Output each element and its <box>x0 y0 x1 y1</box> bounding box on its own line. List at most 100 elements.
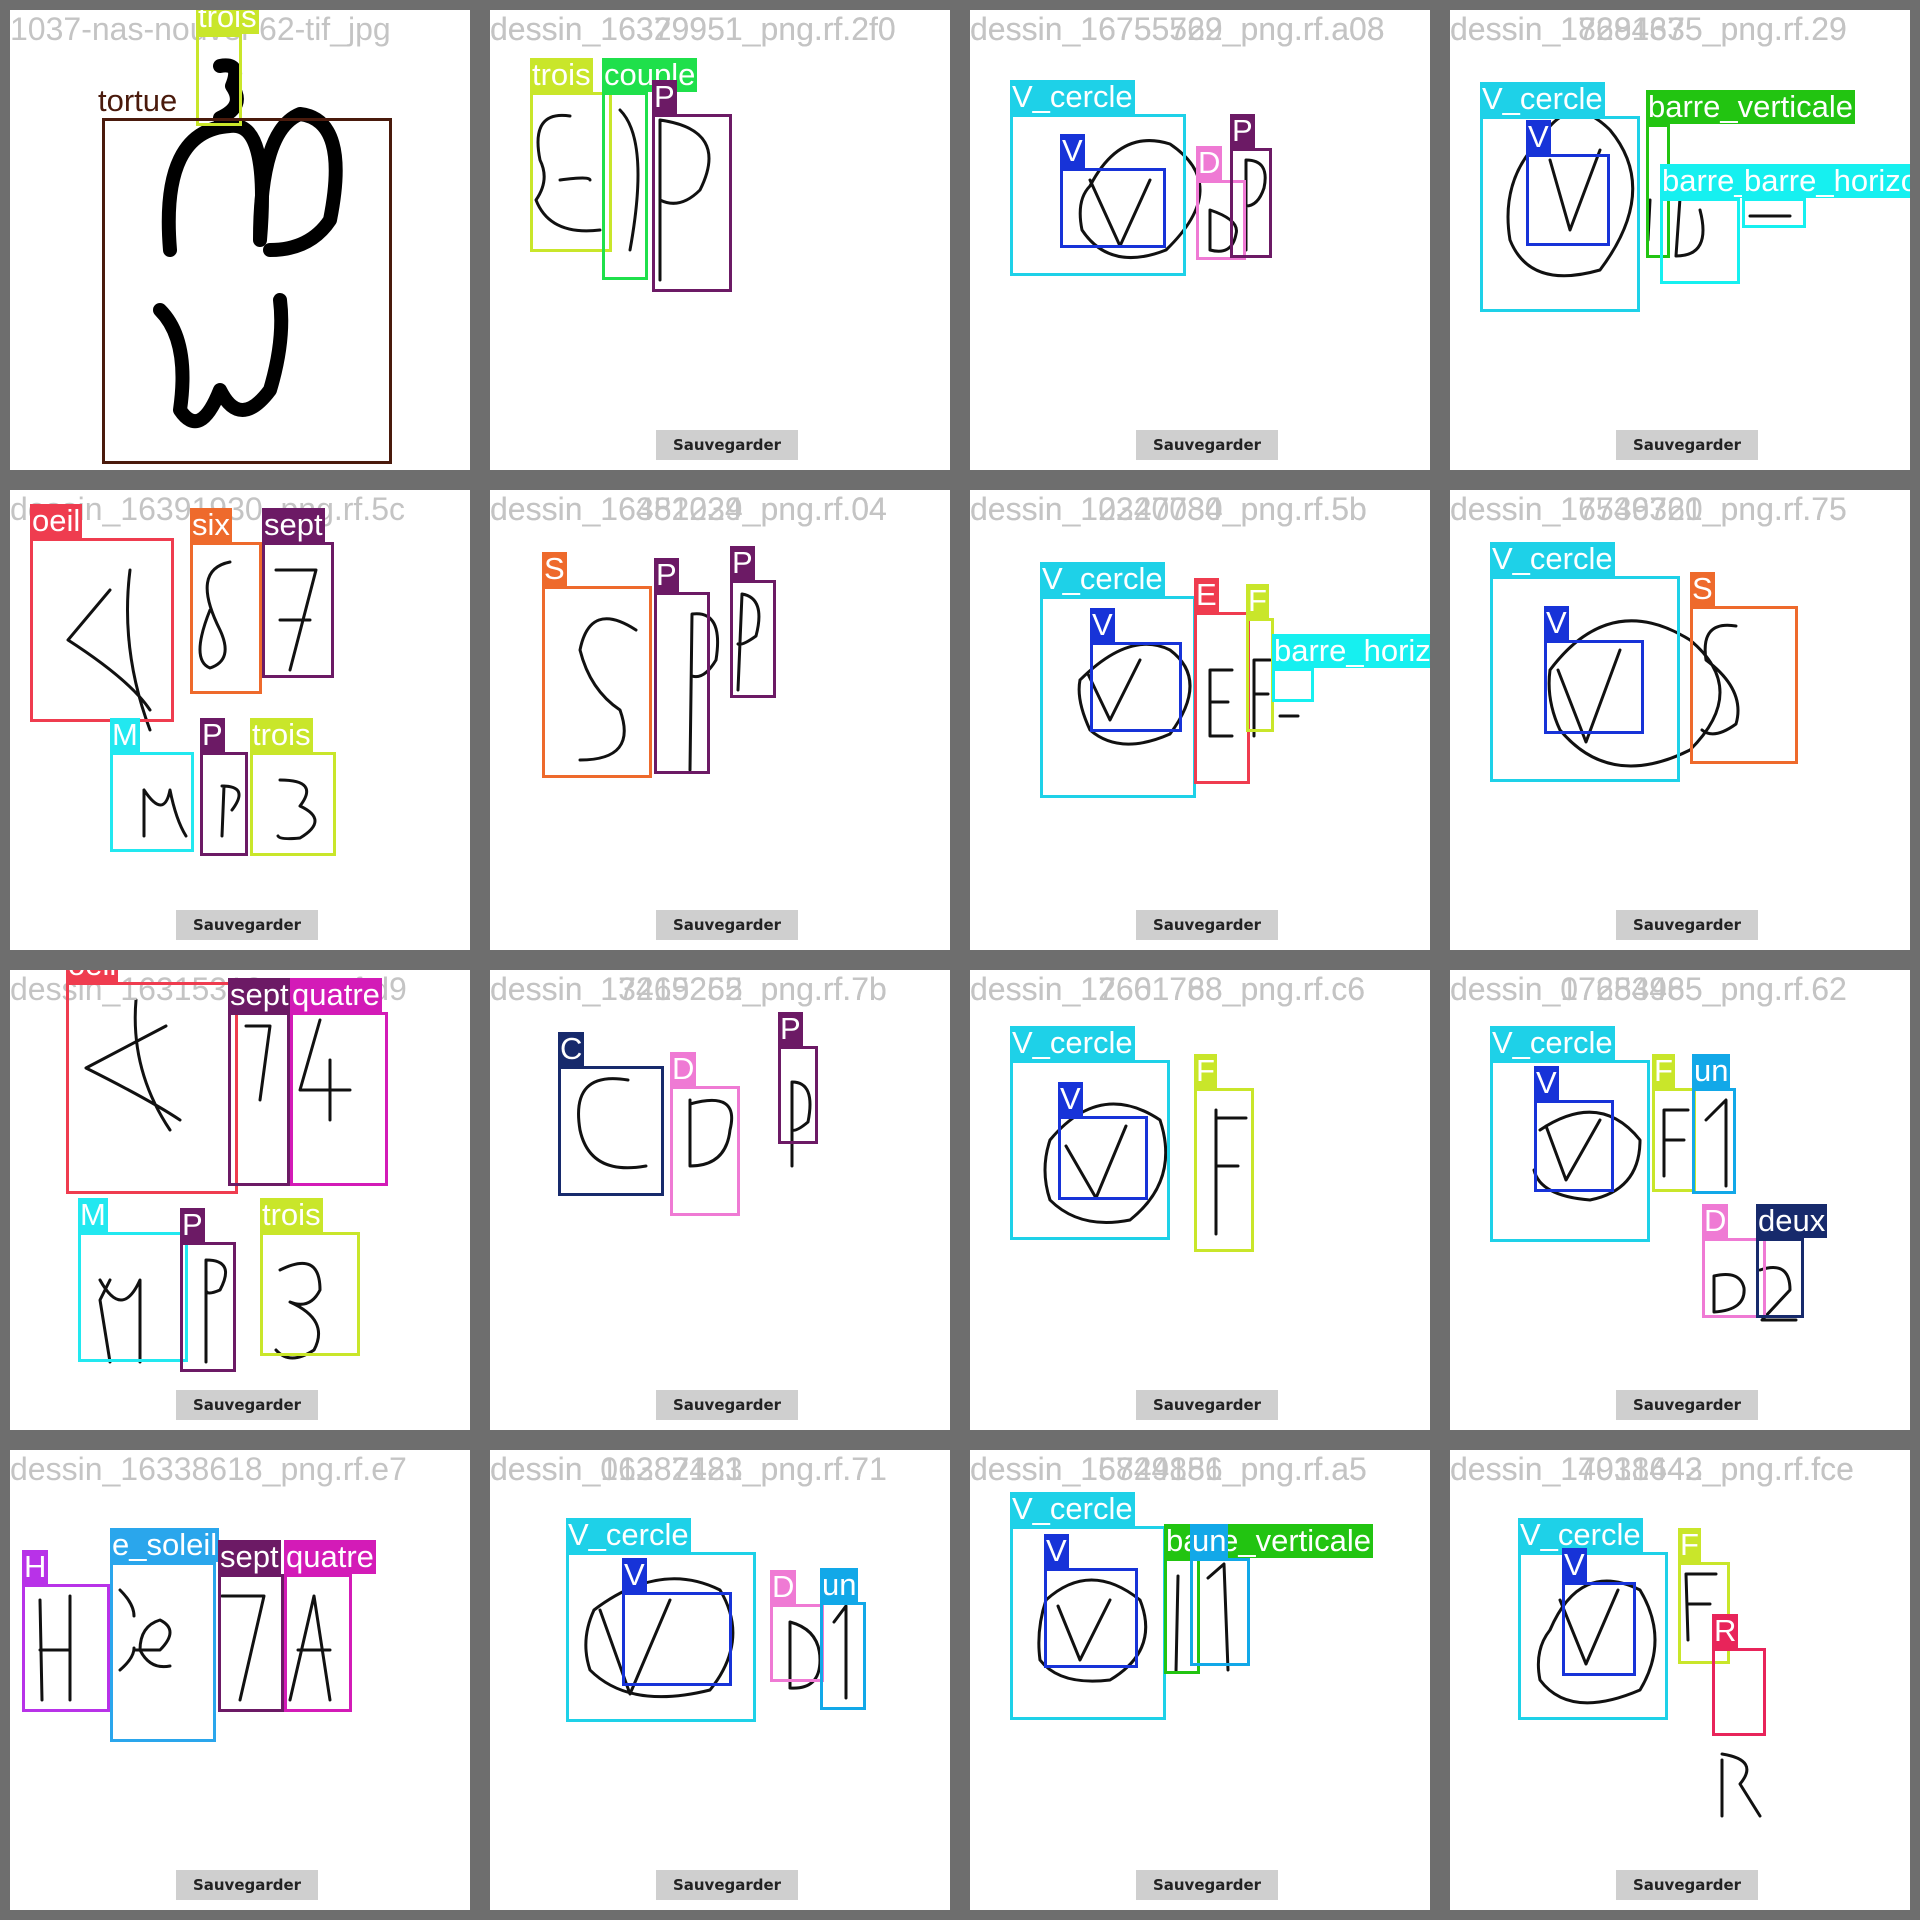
ink-stroke <box>534 108 711 282</box>
bounding-box <box>1652 1088 1696 1192</box>
box-label: V <box>1526 119 1551 154</box>
handwritten-drawing <box>38 1588 332 1702</box>
box-label: un <box>1190 1523 1229 1558</box>
bounding-box <box>1742 198 1806 228</box>
bounding-box <box>1090 642 1182 732</box>
bounding-box <box>558 1066 664 1196</box>
box-label: M <box>78 1197 108 1232</box>
bounding-box <box>1544 640 1644 734</box>
box-label: D <box>770 1569 797 1604</box>
box-label: D <box>1196 145 1223 180</box>
ink-stroke <box>38 1588 332 1702</box>
box-label: E <box>1194 577 1219 612</box>
box-label: P <box>654 557 679 592</box>
bounding-box <box>200 752 248 856</box>
bounding-box <box>530 92 612 252</box>
bounding-box <box>652 114 732 292</box>
box-label: deux <box>1756 1203 1828 1238</box>
image-tile: dessin_10247084_png.rf.5b dessin_12320730… <box>960 480 1440 960</box>
handwritten-drawing <box>84 998 352 1364</box>
box-label: quatre <box>290 977 382 1012</box>
save-button[interactable]: Sauvegarder <box>656 430 798 460</box>
save-button[interactable]: Sauvegarder <box>1616 910 1758 940</box>
box-label: V_cercle <box>1480 81 1605 116</box>
bounding-box <box>1060 168 1166 248</box>
image-tile: dessin_16387483_png.rf.71 dessin_01282121… <box>480 1440 960 1920</box>
bounding-box <box>1518 1552 1668 1720</box>
bounding-box <box>30 538 174 722</box>
image-tile: dessin_16381234_png.rf.04 dessin_16452029… <box>480 480 960 960</box>
box-label: M <box>110 717 140 752</box>
bounding-box <box>1010 114 1186 276</box>
box-label: trois <box>530 57 593 92</box>
bounding-box <box>1660 198 1740 284</box>
bounding-box <box>1534 1100 1614 1192</box>
box-label: trois <box>260 1197 323 1232</box>
ink-stroke <box>1077 642 1300 746</box>
box-label: P <box>200 717 225 752</box>
box-label: couple <box>602 57 698 92</box>
image-tile: dessin_17661768_png.rf.c6 dessin_12601788… <box>960 960 1440 1440</box>
box-label: V <box>622 1557 647 1592</box>
bounding-box <box>250 752 336 856</box>
handwritten-drawing <box>1506 110 1792 278</box>
bounding-box <box>1196 180 1246 260</box>
box-label: tortue <box>98 83 178 118</box>
save-button[interactable]: Sauvegarder <box>656 1390 798 1420</box>
save-button[interactable]: Sauvegarder <box>1136 430 1278 460</box>
handwritten-drawing <box>577 1077 812 1170</box>
box-label: V_cercle <box>1010 79 1135 114</box>
bounding-box <box>1480 116 1640 312</box>
handwritten-drawing <box>153 58 343 429</box>
bounding-box <box>290 1012 388 1186</box>
handwritten-drawing <box>1532 1098 1798 1322</box>
ink-stroke <box>578 592 761 772</box>
bounding-box <box>102 118 392 464</box>
box-label: six <box>190 507 232 542</box>
box-label: V_cercle <box>1010 1491 1135 1526</box>
save-button[interactable]: Sauvegarder <box>176 910 318 940</box>
bounding-box <box>110 1562 216 1742</box>
bounding-box <box>820 1602 866 1710</box>
image-tile: dessin_17694375_png.rf.29 dessin_18281635… <box>1440 0 1920 480</box>
box-label: V_cercle <box>1518 1517 1643 1552</box>
bounding-box <box>218 1574 284 1712</box>
box-label: V <box>1058 1081 1083 1116</box>
bounding-box <box>1756 1238 1804 1318</box>
save-button[interactable]: Sauvegarder <box>1136 1390 1278 1420</box>
save-button[interactable]: Sauvegarder <box>176 1870 318 1900</box>
ink-stroke <box>577 1077 812 1170</box>
bounding-box <box>770 1604 824 1682</box>
save-button[interactable]: Sauvegarder <box>1616 1870 1758 1900</box>
bounding-box <box>1044 1568 1138 1668</box>
box-label: R <box>1712 1613 1739 1648</box>
save-button[interactable]: Sauvegarder <box>656 1870 798 1900</box>
save-button[interactable]: Sauvegarder <box>176 1390 318 1420</box>
save-button[interactable]: Sauvegarder <box>1136 910 1278 940</box>
ink-stroke <box>66 560 318 841</box>
box-label: V_cercle <box>1490 1025 1615 1060</box>
save-button[interactable]: Sauvegarder <box>656 910 798 940</box>
handwritten-drawing <box>66 560 318 841</box>
bounding-box <box>1058 1116 1148 1200</box>
bounding-box <box>1526 154 1610 246</box>
image-tile: dessin_16391930_png.rf.5coeilsixseptMPtr… <box>0 480 480 960</box>
bounding-box <box>260 1232 360 1356</box>
bounding-box <box>1190 1558 1250 1666</box>
save-button[interactable]: Sauvegarder <box>1616 1390 1758 1420</box>
box-label: un <box>820 1567 859 1602</box>
box-label: V_cercle <box>1010 1025 1135 1060</box>
save-button[interactable]: Sauvegarder <box>1136 1870 1278 1900</box>
bounding-box <box>654 592 710 774</box>
save-button[interactable]: Sauvegarder <box>1616 430 1758 460</box>
ink-stroke <box>1037 1562 1230 1683</box>
bounding-box <box>284 1574 352 1712</box>
bounding-box <box>778 1046 818 1144</box>
image-tile: 1037-nas-nouvel-62-tif_jpgtroistortue <box>0 0 480 480</box>
box-label: F <box>1194 1053 1217 1088</box>
box-label: C <box>558 1031 585 1066</box>
image-tile: dessin_16315312_png.rf.d9 oeil sept quatre M… <box>0 960 480 1440</box>
box-label: oeil <box>66 970 119 982</box>
box-label: oeil <box>30 503 83 538</box>
